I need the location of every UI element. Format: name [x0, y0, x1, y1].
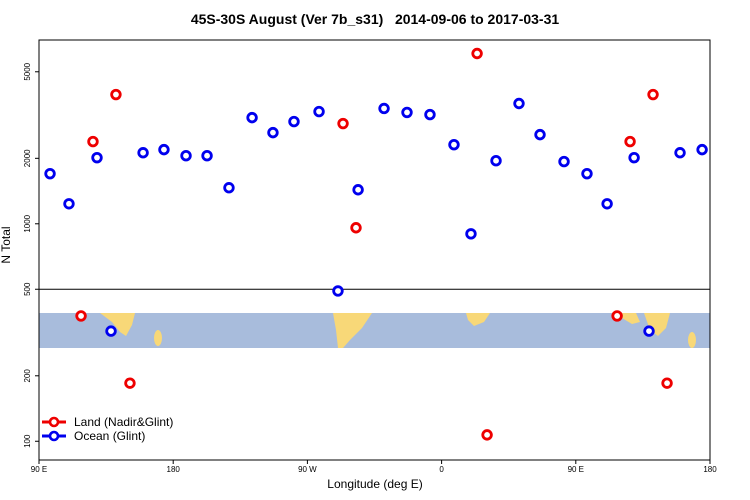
x-tick-label: 90 E: [31, 465, 47, 474]
point: [647, 88, 659, 101]
point: [490, 155, 502, 167]
point: [481, 429, 493, 441]
point: [628, 151, 640, 164]
point: [87, 135, 99, 148]
x-tick-label: 90 E: [568, 465, 584, 474]
x-tick-label: 90 W: [298, 465, 317, 474]
point: [267, 126, 279, 139]
point: [201, 150, 213, 162]
chart-title: 45S-30S August (Ver 7b_s31) 2014-09-06 t…: [191, 11, 560, 27]
point: [558, 155, 570, 168]
x-tick-label: 180: [703, 465, 717, 474]
point: [378, 102, 390, 115]
point: [601, 198, 613, 210]
point: [180, 150, 192, 162]
point: [288, 115, 300, 128]
point: [350, 222, 362, 234]
y-tick-label: 5000: [23, 62, 32, 80]
point: [513, 97, 525, 110]
legend-marker: [48, 430, 60, 442]
point: [696, 143, 708, 156]
point: [581, 167, 593, 180]
y-tick-label: 1000: [23, 214, 32, 232]
point: [332, 285, 344, 297]
point: [91, 151, 103, 164]
point: [534, 128, 546, 141]
y-tick-label: 500: [23, 282, 32, 296]
map-strip: [39, 313, 710, 348]
point: [105, 325, 117, 337]
y-tick-label: 200: [23, 369, 32, 383]
legend-label: Land (Nadir&Glint): [74, 415, 173, 429]
point: [223, 182, 235, 194]
point: [352, 184, 364, 196]
point: [471, 47, 483, 60]
point: [137, 147, 149, 159]
x-tick-label: 180: [167, 465, 181, 474]
point: [624, 135, 636, 148]
point: [465, 228, 477, 240]
plot-frame: [38, 39, 711, 461]
point: [611, 310, 623, 322]
point: [313, 105, 325, 118]
point: [401, 106, 413, 119]
y-tick-label: 100: [23, 434, 32, 448]
y-axis-label: N Total: [0, 226, 13, 263]
y-tick-label: 2000: [23, 149, 32, 167]
point: [246, 111, 258, 124]
point: [424, 108, 436, 121]
point: [643, 325, 655, 337]
point: [337, 117, 349, 130]
legend-label: Ocean (Glint): [74, 429, 145, 443]
point: [661, 377, 673, 389]
x-tick-label: 0: [439, 465, 444, 474]
point: [75, 310, 87, 322]
point: [448, 138, 460, 151]
point: [44, 167, 56, 180]
point: [674, 147, 686, 159]
point: [158, 143, 170, 156]
point: [110, 88, 122, 101]
legend-marker: [48, 416, 60, 428]
point: [63, 198, 75, 210]
x-axis-label: Longitude (deg E): [327, 477, 422, 491]
point: [124, 377, 136, 389]
